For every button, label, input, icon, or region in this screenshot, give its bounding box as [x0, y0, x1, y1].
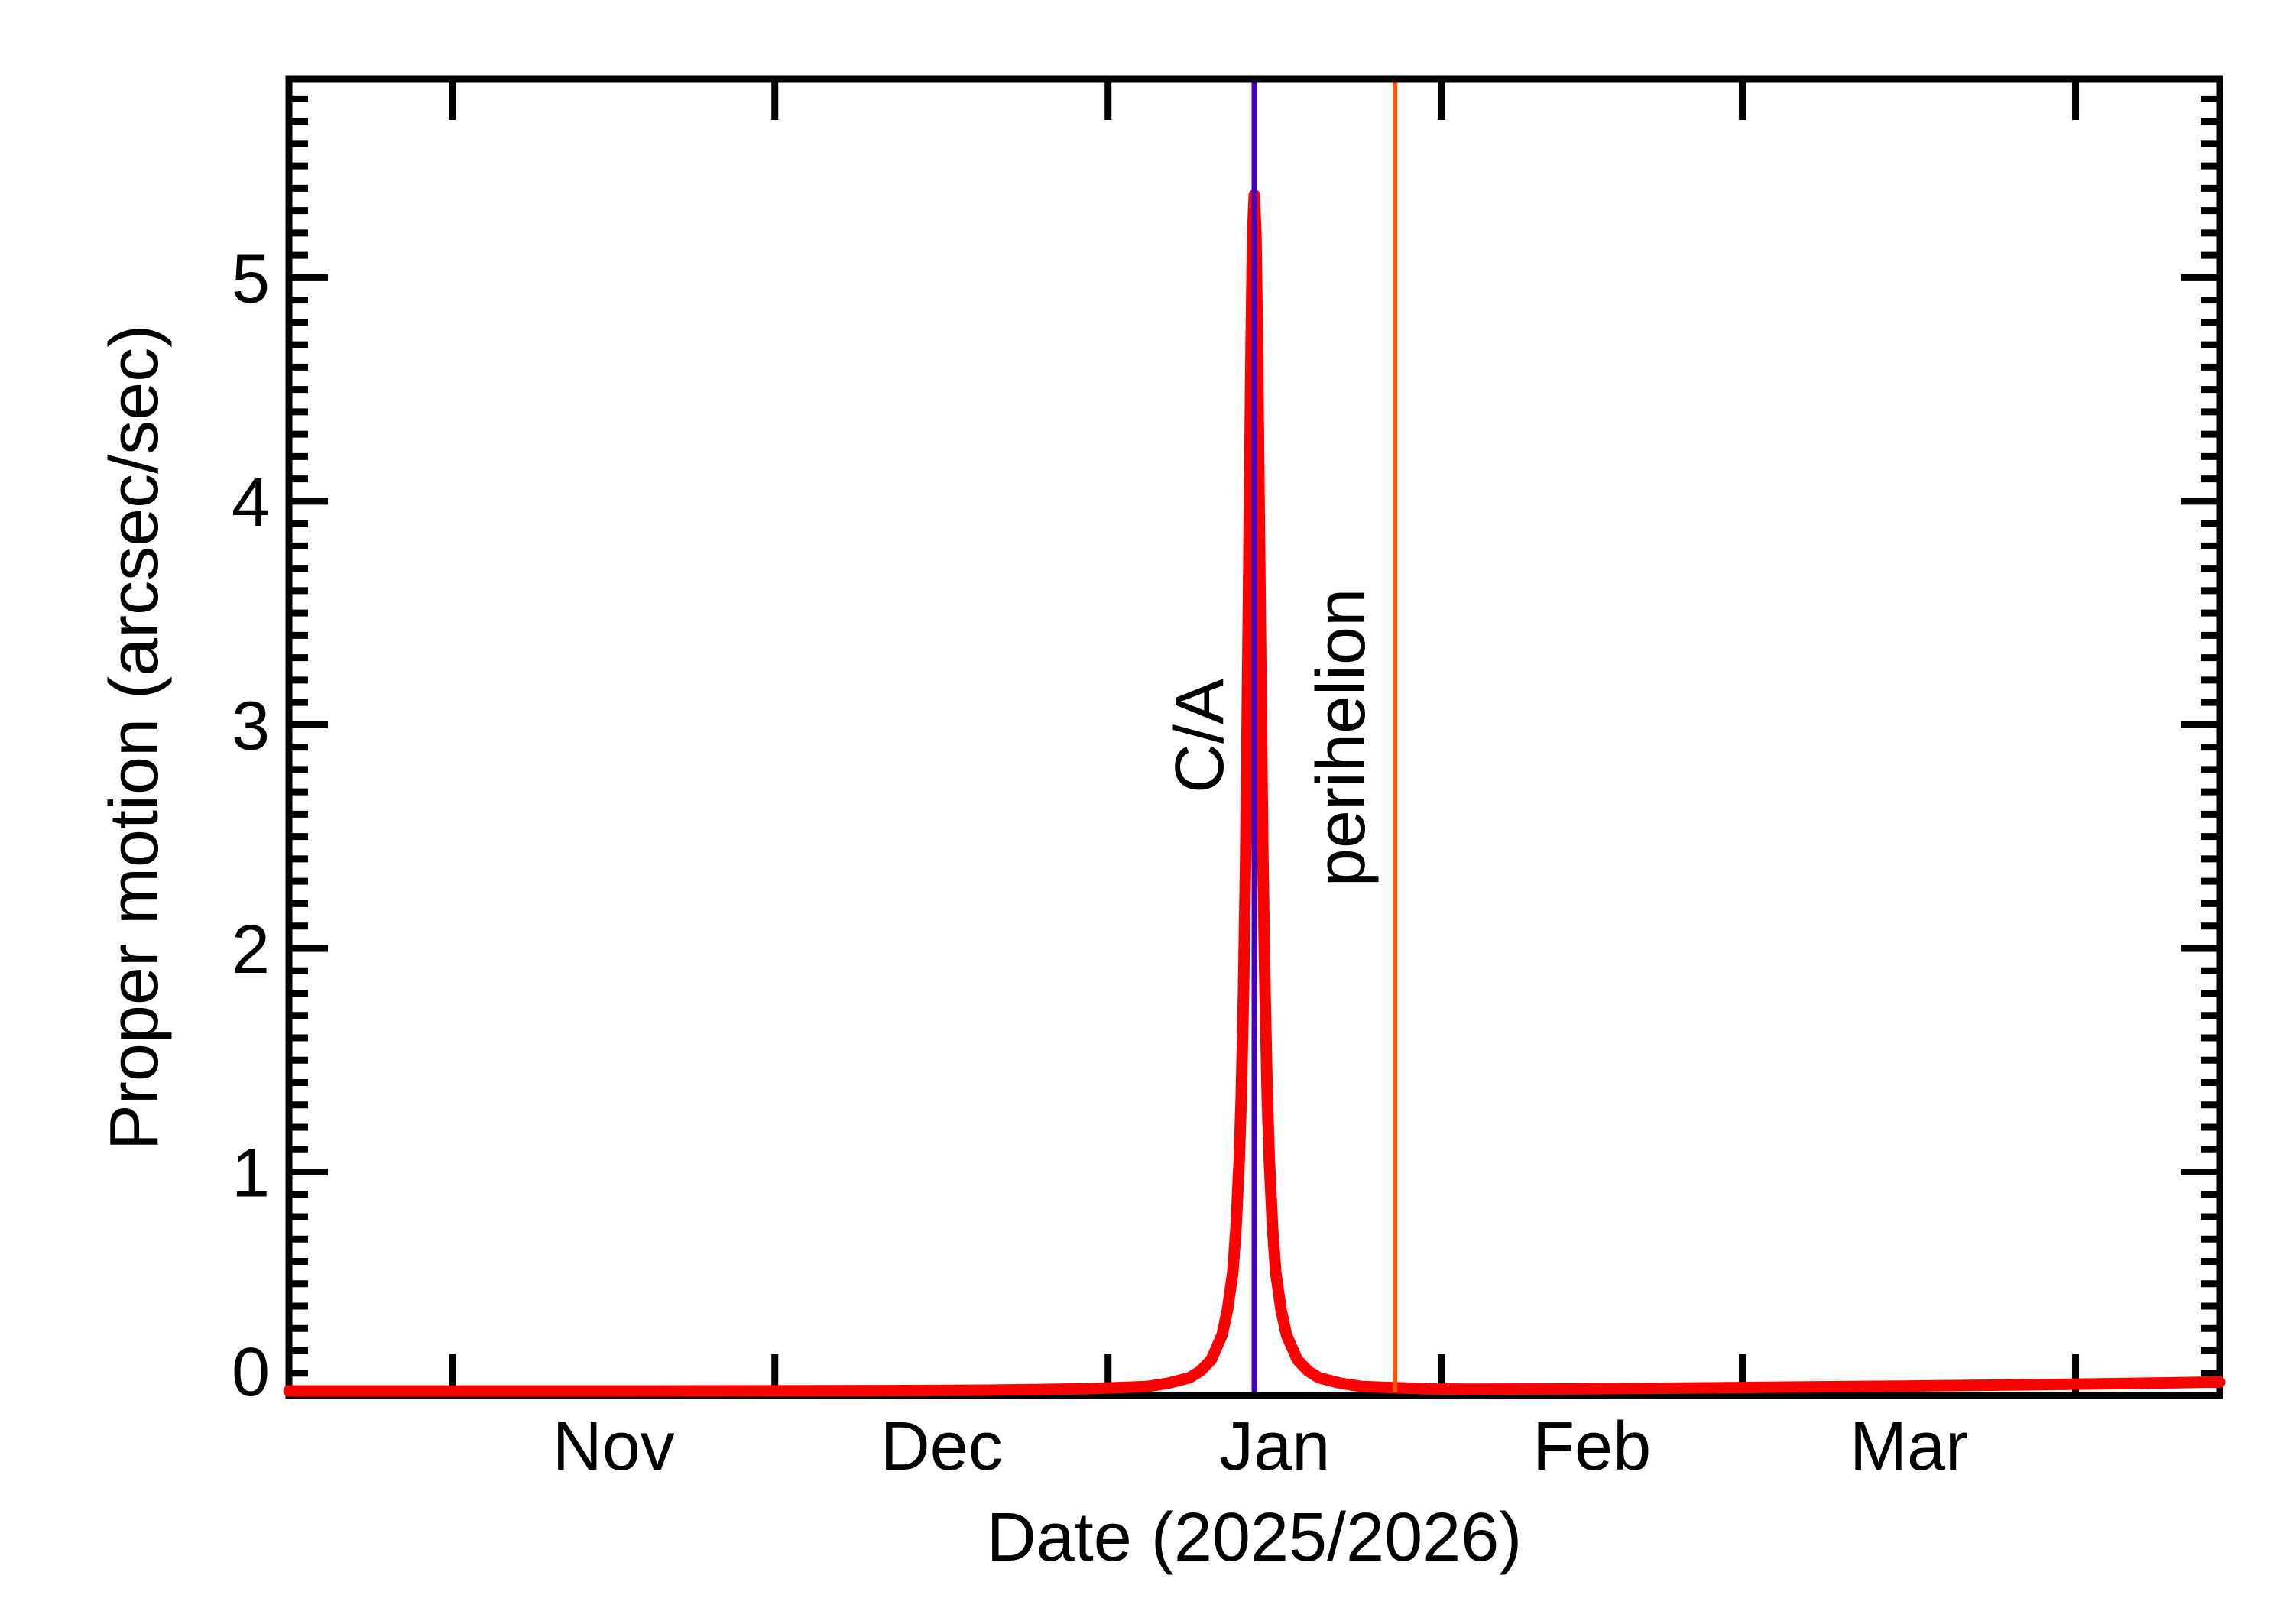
- x-tick-label: Jan: [1219, 1408, 1330, 1485]
- y-tick-label: 5: [232, 241, 270, 317]
- perihelion-label: perihelion: [1303, 588, 1380, 887]
- x-tick-label: Dec: [881, 1408, 1003, 1485]
- y-axis-title: Proper motion (arcsec/sec): [96, 325, 173, 1150]
- x-tick-label: Feb: [1532, 1408, 1651, 1485]
- close-approach-label: C/A: [1162, 679, 1238, 793]
- y-tick-label: 3: [232, 688, 270, 764]
- x-tick-label: Mar: [1850, 1408, 1968, 1485]
- plot-area: 0 1 2 3 4 5 Nov Dec Jan Feb Mar: [232, 75, 2226, 1485]
- y-tick-label: 0: [232, 1334, 270, 1411]
- y-tick-label: 1: [232, 1135, 270, 1211]
- plot-frame: [285, 75, 2223, 1399]
- y-tick-label: 4: [232, 465, 270, 541]
- x-axis-title: Date (2025/2026): [987, 1499, 1523, 1576]
- y-tick-label: 2: [232, 912, 270, 988]
- x-tick-label: Nov: [553, 1408, 675, 1485]
